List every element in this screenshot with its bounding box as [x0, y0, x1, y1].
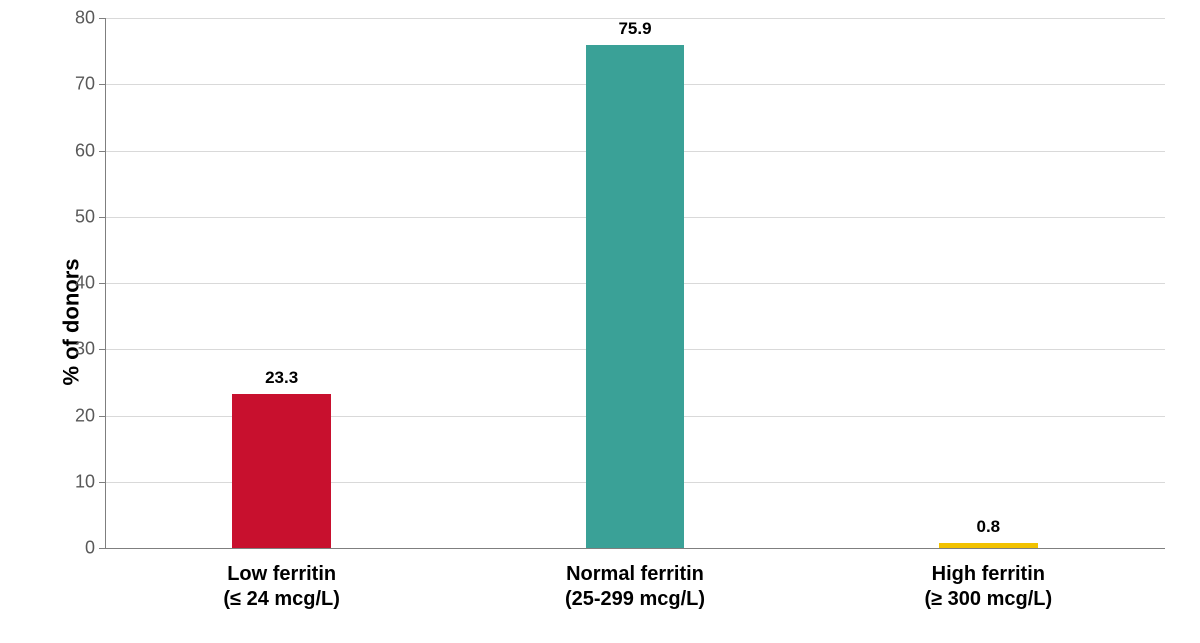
plot-area: 0102030405060708023.375.90.8 [105, 18, 1165, 548]
bar: 75.9 [586, 45, 685, 548]
x-category-label-line2: (≤ 24 mcg/L) [223, 587, 340, 612]
y-tick-label: 20 [75, 405, 105, 426]
y-tick-label: 60 [75, 140, 105, 161]
x-category-label: Low ferritin(≤ 24 mcg/L) [223, 562, 340, 612]
y-tick-label: 10 [75, 471, 105, 492]
bar-value-label: 75.9 [618, 19, 651, 45]
x-category-label-line1: Low ferritin [223, 562, 340, 587]
x-category-label: Normal ferritin(25-299 mcg/L) [565, 562, 705, 612]
y-tick-label: 50 [75, 206, 105, 227]
y-tick-label: 40 [75, 273, 105, 294]
y-tick-label: 30 [75, 339, 105, 360]
y-tick-label: 0 [85, 538, 105, 559]
bar: 23.3 [232, 394, 331, 548]
bar: 0.8 [939, 543, 1038, 548]
y-axis-line [105, 18, 106, 548]
x-category-label: High ferritin(≥ 300 mcg/L) [924, 562, 1052, 612]
bar-value-label: 23.3 [265, 368, 298, 394]
y-tick-label: 80 [75, 8, 105, 29]
x-category-label-line1: Normal ferritin [565, 562, 705, 587]
y-tick-label: 70 [75, 74, 105, 95]
x-axis-line [105, 548, 1165, 549]
x-category-label-line2: (≥ 300 mcg/L) [924, 587, 1052, 612]
x-category-label-line1: High ferritin [924, 562, 1052, 587]
x-category-label-line2: (25-299 mcg/L) [565, 587, 705, 612]
ferritin-bar-chart: % of donors 0102030405060708023.375.90.8… [0, 0, 1200, 643]
bar-value-label: 0.8 [976, 517, 1000, 543]
